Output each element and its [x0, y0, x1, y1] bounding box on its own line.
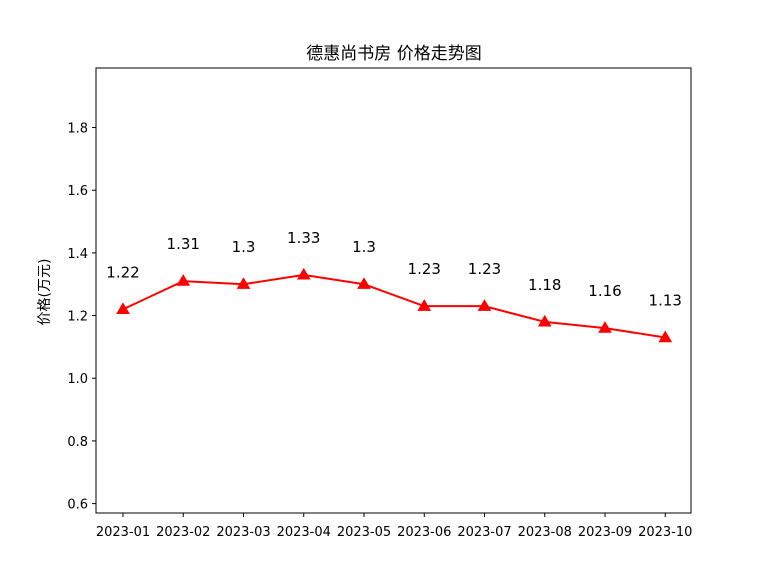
data-point-marker — [598, 321, 612, 333]
data-point-marker — [236, 277, 251, 289]
x-tick-label: 2023-01 — [96, 525, 150, 540]
x-tick-label: 2023-07 — [457, 525, 511, 540]
y-tick-label: 1.8 — [67, 122, 88, 137]
y-tick-label: 0.8 — [67, 435, 88, 450]
x-tick-label: 2023-03 — [216, 525, 270, 540]
data-point-marker — [176, 274, 191, 286]
x-tick-label: 2023-02 — [156, 525, 210, 540]
series-line — [122, 273, 666, 339]
data-point-marker — [477, 299, 492, 311]
chart-title: 德惠尚书房 价格走势图 — [306, 44, 481, 64]
x-tick-label: 2023-04 — [277, 525, 331, 540]
data-label: 1.18 — [528, 276, 561, 294]
x-tick-label: 2023-08 — [518, 525, 572, 540]
data-point-marker — [357, 277, 371, 289]
data-label: 1.3 — [232, 238, 256, 256]
data-label: 1.3 — [352, 238, 376, 256]
y-tick-label: 1.0 — [67, 372, 88, 387]
x-tick-label: 2023-06 — [397, 525, 451, 540]
data-label: 1.31 — [167, 235, 200, 253]
data-point-marker — [537, 314, 552, 327]
plot-area: 0.6 0.8 1.0 1.2 1.4 1.6 1.8 2023-01 2023-02 2023-… — [67, 122, 692, 540]
data-label: 1.13 — [649, 292, 682, 310]
x-tick-label: 2023-10 — [638, 525, 692, 540]
data-point-marker — [658, 330, 673, 343]
plot-frame — [95, 67, 692, 514]
x-tick-label: 2023-09 — [578, 525, 632, 540]
data-label: 1.22 — [106, 263, 139, 281]
data-label: 1.16 — [588, 282, 621, 300]
data-point-marker — [417, 299, 432, 311]
y-tick-label: 0.6 — [67, 498, 88, 513]
y-tick-label: 1.2 — [67, 310, 88, 325]
y-axis-label: 价格(万元) — [37, 259, 53, 326]
data-point-marker — [296, 267, 311, 280]
data-point-marker — [116, 302, 130, 315]
y-tick-label: 1.6 — [67, 184, 88, 199]
x-tick-label: 2023-05 — [337, 525, 391, 540]
data-label: 1.33 — [287, 229, 320, 247]
y-tick-label: 1.4 — [67, 247, 88, 262]
data-label: 1.23 — [408, 260, 441, 278]
data-label: 1.23 — [468, 260, 501, 278]
